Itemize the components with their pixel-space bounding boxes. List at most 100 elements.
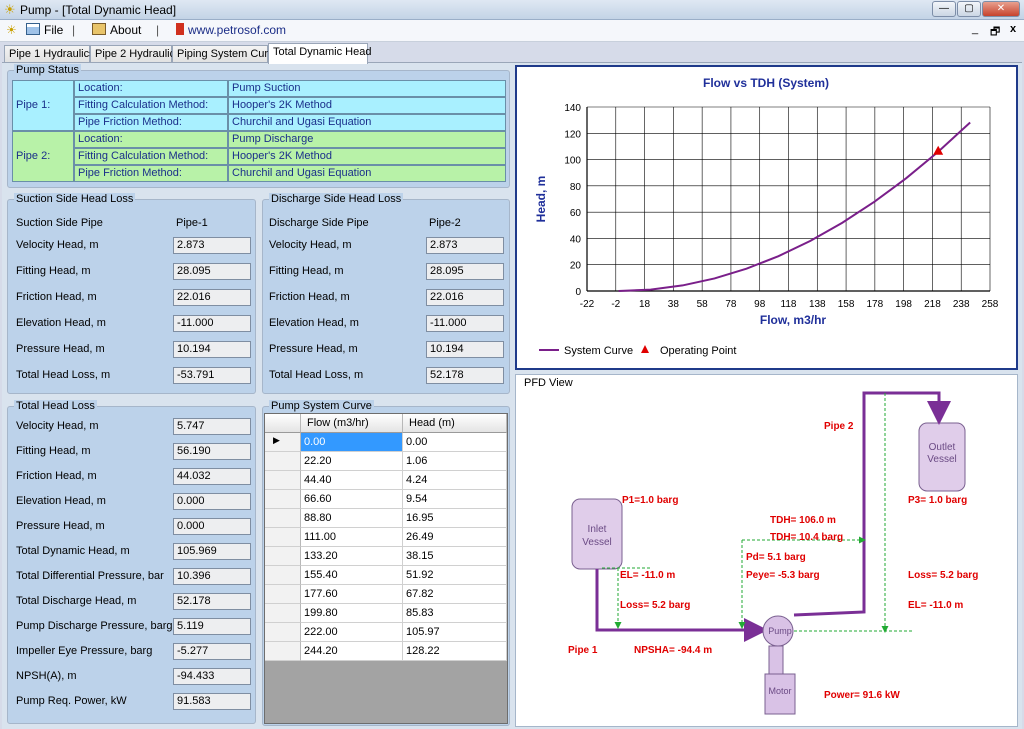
table-row[interactable]: 88.80 16.95 <box>265 509 507 528</box>
discharge-row-value[interactable]: 52.178 <box>426 367 504 384</box>
total-row-value[interactable]: 5.119 <box>173 618 251 635</box>
tab-total-dynamic-head[interactable]: Total Dynamic Head <box>268 43 371 64</box>
total-row-value[interactable]: 91.583 <box>173 693 251 710</box>
head-cell[interactable]: 38.15 <box>403 547 507 566</box>
mdi-minimize-button[interactable]: _ <box>972 23 979 35</box>
table-row[interactable]: ▶ 0.00 0.00 <box>265 433 507 452</box>
discharge-row-value[interactable]: -11.000 <box>426 315 504 332</box>
head-cell[interactable]: 85.83 <box>403 604 507 623</box>
total-row-label: Total Dynamic Head, m <box>16 545 130 557</box>
head-cell[interactable]: 67.82 <box>403 585 507 604</box>
total-row-value[interactable]: 52.178 <box>173 593 251 610</box>
pfd-diagram: Inlet Vessel Outlet Vessel Pump Motor P1… <box>568 391 978 715</box>
motor-label: Motor <box>768 686 791 696</box>
flow-cell[interactable]: 0.00 <box>301 433 403 452</box>
row-header[interactable]: ▶ <box>265 433 301 452</box>
discharge-row-value[interactable]: 28.095 <box>426 263 504 280</box>
head-cell[interactable]: 16.95 <box>403 509 507 528</box>
head-cell[interactable]: 26.49 <box>403 528 507 547</box>
y-tick-label: 140 <box>564 103 581 114</box>
total-row-value[interactable]: -94.433 <box>173 668 251 685</box>
table-row[interactable]: 133.20 38.15 <box>265 547 507 566</box>
row-header[interactable] <box>265 509 301 528</box>
minimize-button[interactable]: — <box>932 1 956 17</box>
head-cell[interactable]: 1.06 <box>403 452 507 471</box>
suction-row-value[interactable]: -53.791 <box>173 367 251 384</box>
flow-column-header[interactable]: Flow (m3/hr) <box>301 414 403 433</box>
table-row[interactable]: 222.00 105.97 <box>265 623 507 642</box>
about-icon <box>92 23 106 35</box>
table-row[interactable]: 244.20 128.22 <box>265 642 507 661</box>
inlet-vessel-label: Inlet <box>588 524 607 535</box>
discharge-row-value[interactable]: 10.194 <box>426 341 504 358</box>
system-curve-grid[interactable]: Flow (m3/hr) Head (m) ▶ 0.00 0.00 22.20 1.06… <box>264 413 508 724</box>
head-cell[interactable]: 51.92 <box>403 566 507 585</box>
total-row-value[interactable]: 10.396 <box>173 568 251 585</box>
flow-cell[interactable]: 133.20 <box>301 547 403 566</box>
table-row[interactable]: 66.60 9.54 <box>265 490 507 509</box>
row-header[interactable] <box>265 585 301 604</box>
table-row[interactable]: 199.80 85.83 <box>265 604 507 623</box>
flow-cell[interactable]: 155.40 <box>301 566 403 585</box>
flow-cell[interactable]: 66.60 <box>301 490 403 509</box>
mdi-restore-button[interactable]: 🗗 <box>990 26 1001 38</box>
row-header[interactable] <box>265 528 301 547</box>
discharge-row-value[interactable]: 22.016 <box>426 289 504 306</box>
restore-button[interactable]: ▢ <box>957 1 981 17</box>
chart-title: Flow vs TDH (System) <box>703 76 829 90</box>
row-header[interactable] <box>265 547 301 566</box>
total-row-value[interactable]: 56.190 <box>173 443 251 460</box>
suction-row-value[interactable]: 10.194 <box>173 341 251 358</box>
row-header[interactable] <box>265 471 301 490</box>
flow-cell[interactable]: 44.40 <box>301 471 403 490</box>
suction-row-value[interactable]: 28.095 <box>173 263 251 280</box>
total-row-value[interactable]: 5.747 <box>173 418 251 435</box>
suction-row-value[interactable]: 2.873 <box>173 237 251 254</box>
total-row-value[interactable]: -5.277 <box>173 643 251 660</box>
flow-cell[interactable]: 111.00 <box>301 528 403 547</box>
table-row[interactable]: 111.00 26.49 <box>265 528 507 547</box>
tab-piping-system-curve[interactable]: Piping System Curve <box>172 45 280 63</box>
file-menu[interactable]: File <box>26 23 63 37</box>
legend-operating-point-swatch <box>641 345 649 353</box>
total-row-value[interactable]: 0.000 <box>173 493 251 510</box>
row-header[interactable] <box>265 452 301 471</box>
about-menu[interactable]: About <box>92 23 141 37</box>
suction-row-value[interactable]: -11.000 <box>173 315 251 332</box>
row-header[interactable] <box>265 566 301 585</box>
row-header[interactable] <box>265 642 301 661</box>
loss2-label: Loss= 5.2 barg <box>908 570 978 581</box>
head-cell[interactable]: 0.00 <box>403 433 507 452</box>
tab-pipe2-hydraulics[interactable]: Pipe 2 Hydraulics <box>90 45 181 63</box>
flow-cell[interactable]: 222.00 <box>301 623 403 642</box>
table-row[interactable]: 177.60 67.82 <box>265 585 507 604</box>
tab-pipe1-hydraulics[interactable]: Pipe 1 Hydraulics <box>4 45 95 63</box>
total-row-value[interactable]: 105.969 <box>173 543 251 560</box>
flow-cell[interactable]: 199.80 <box>301 604 403 623</box>
website-link[interactable]: www.petrosof.com <box>176 23 286 37</box>
head-column-header[interactable]: Head (m) <box>403 414 507 433</box>
flow-cell[interactable]: 88.80 <box>301 509 403 528</box>
mdi-close-button[interactable]: x <box>1010 23 1017 35</box>
p1-label: P1=1.0 barg <box>622 495 678 506</box>
discharge-row-value[interactable]: 2.873 <box>426 237 504 254</box>
table-row[interactable]: 22.20 1.06 <box>265 452 507 471</box>
flow-cell[interactable]: 244.20 <box>301 642 403 661</box>
row-header[interactable] <box>265 490 301 509</box>
row-header[interactable] <box>265 623 301 642</box>
flow-cell[interactable]: 22.20 <box>301 452 403 471</box>
row-header[interactable] <box>265 604 301 623</box>
close-button[interactable]: ✕ <box>982 1 1020 17</box>
pipe-2-label: Pipe 2 <box>824 421 854 432</box>
head-cell[interactable]: 9.54 <box>403 490 507 509</box>
total-row-value[interactable]: 0.000 <box>173 518 251 535</box>
table-row[interactable]: 155.40 51.92 <box>265 566 507 585</box>
total-row-value[interactable]: 44.032 <box>173 468 251 485</box>
table-row[interactable]: 44.40 4.24 <box>265 471 507 490</box>
flow-cell[interactable]: 177.60 <box>301 585 403 604</box>
head-cell[interactable]: 128.22 <box>403 642 507 661</box>
head-cell[interactable]: 4.24 <box>403 471 507 490</box>
suction-row-value[interactable]: 22.016 <box>173 289 251 306</box>
head-cell[interactable]: 105.97 <box>403 623 507 642</box>
menu-separator: | <box>72 23 76 37</box>
